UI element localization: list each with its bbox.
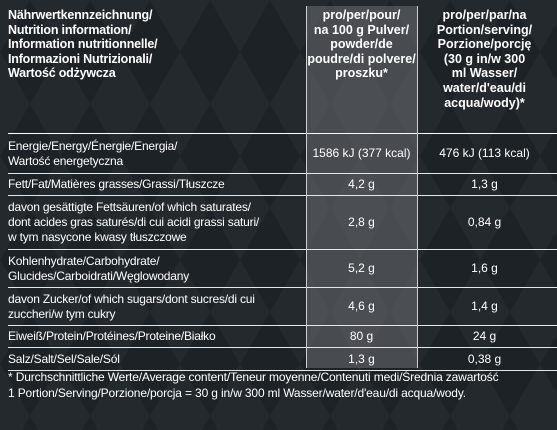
header-line: Information nutritionnelle/ — [8, 37, 158, 52]
column-divider — [417, 6, 418, 368]
table-row-protein: Eiweiß/Protein/Protéines/Proteine/Białko… — [8, 326, 557, 348]
value-per-serving: 1,3 g — [471, 177, 498, 191]
header-line: (30 g in/w 300 — [443, 51, 526, 66]
value-per-100g: 5,2 g — [348, 261, 375, 275]
value-per-serving: 476 kJ (113 kcal) — [439, 146, 530, 160]
value-per-serving: 0,84 g — [467, 215, 502, 229]
label-line: zuccheri/w tym cukry — [8, 306, 116, 321]
value-per-serving: 0,38 g — [467, 351, 502, 366]
row-label: davon gesättigte Fettsäuren/of which sat… — [8, 196, 298, 249]
row-label: Energie/Energy/Énergie/Energia/ Wartość … — [8, 134, 298, 173]
value-per-100g: 1586 kJ (377 kcal) — [312, 146, 411, 160]
value-per-serving: 1,6 g — [471, 261, 498, 275]
table-row-saturates: davon gesättigte Fettsäuren/of which sat… — [8, 196, 557, 250]
row-label: Eiweiß/Protein/Protéines/Proteine/Białko — [8, 329, 216, 343]
table-row-salt: Salz/Salt/Sel/Sale/Sól 1,3 g 0,38 g — [8, 348, 557, 371]
label-line: Energie/Energy/Énergie/Energia/ — [8, 138, 178, 153]
footnote: * Durchschnittliche Werte/Average conten… — [8, 369, 553, 401]
footnote-line: * Durchschnittliche Werte/Average conten… — [8, 370, 499, 384]
value-per-serving: 1,4 g — [471, 299, 498, 313]
header-line: Informazioni Nutrizionali/ — [8, 51, 153, 66]
table-header: Nährwertkennzeichnung/ Nutrition informa… — [8, 6, 557, 134]
label-line: Wartość energetyczna — [8, 153, 123, 168]
header-line: pro/per/pour/ — [322, 8, 401, 22]
label-line: w tym nasycone kwasy tłuszczowe — [8, 230, 187, 244]
header-nutrient-label: Nährwertkennzeichnung/ Nutrition informa… — [8, 6, 298, 133]
header-line: Nutrition information/ — [8, 22, 132, 37]
header-line: na 100 g Pulver/ — [313, 22, 410, 37]
table-row-energy: Energie/Energy/Énergie/Energia/ Wartość … — [8, 134, 557, 174]
label-line: Glucides/Carboidrati/Węglowodany — [8, 268, 190, 283]
header-line: powder/de — [330, 37, 393, 52]
value-per-100g: 1,3 g — [348, 351, 375, 366]
value-per-100g: 4,6 g — [348, 299, 375, 313]
label-line: davon Zucker/of which sugars/dont sucres… — [8, 291, 255, 306]
header-line: pro/per/par/na — [442, 8, 527, 22]
value-per-serving: 24 g — [472, 329, 497, 343]
table-row-fat: Fett/Fat/Matières grasses/Grassi/Tłuszcz… — [8, 174, 557, 196]
column-divider — [306, 6, 307, 368]
header-line: ml Wasser/ — [451, 66, 518, 81]
header-line: water/d'eau/di — [443, 80, 526, 95]
header-per-serving: pro/per/par/na Portion/serving/ Porzione… — [417, 6, 552, 133]
header-line: Porzione/porcję — [437, 37, 532, 52]
header-line: Wartość odżywcza — [8, 66, 116, 81]
header-per-100g: pro/per/pour/ na 100 g Pulver/ powder/de… — [306, 6, 417, 133]
header-line: poudre/di polvere/ — [307, 51, 416, 66]
value-per-100g: 2,8 g — [348, 215, 375, 229]
row-label: davon Zucker/of which sugars/dont sucres… — [8, 288, 298, 325]
value-per-100g: 4,2 g — [348, 177, 375, 191]
row-label: Kohlenhydrate/Carbohydrate/ Glucides/Car… — [8, 250, 298, 287]
nutrition-table: Nährwertkennzeichnung/ Nutrition informa… — [8, 6, 557, 371]
label-line: Kohlenhydrate/Carbohydrate/ — [8, 253, 160, 268]
header-line: Nährwertkennzeichnung/ — [8, 8, 153, 22]
row-label: Salz/Salt/Sel/Sale/Sól — [8, 351, 120, 366]
table-row-carbohydrate: Kohlenhydrate/Carbohydrate/ Glucides/Car… — [8, 250, 557, 288]
row-label: Fett/Fat/Matières grasses/Grassi/Tłuszcz… — [8, 177, 225, 191]
header-line: acqua/wody)* — [444, 95, 525, 110]
footnote-line: 1 Portion/Serving/Porzione/porcja = 30 g… — [8, 386, 466, 400]
per-100g-column-highlight — [306, 6, 417, 368]
value-per-100g: 80 g — [349, 329, 374, 343]
table-row-sugars: davon Zucker/of which sugars/dont sucres… — [8, 288, 557, 326]
label-line: dont acides gras saturés/di cui acidi gr… — [8, 215, 260, 229]
header-line: proszku* — [335, 66, 388, 81]
label-line: davon gesättigte Fettsäuren/of which sat… — [8, 200, 251, 214]
header-line: Portion/serving/ — [436, 22, 533, 37]
